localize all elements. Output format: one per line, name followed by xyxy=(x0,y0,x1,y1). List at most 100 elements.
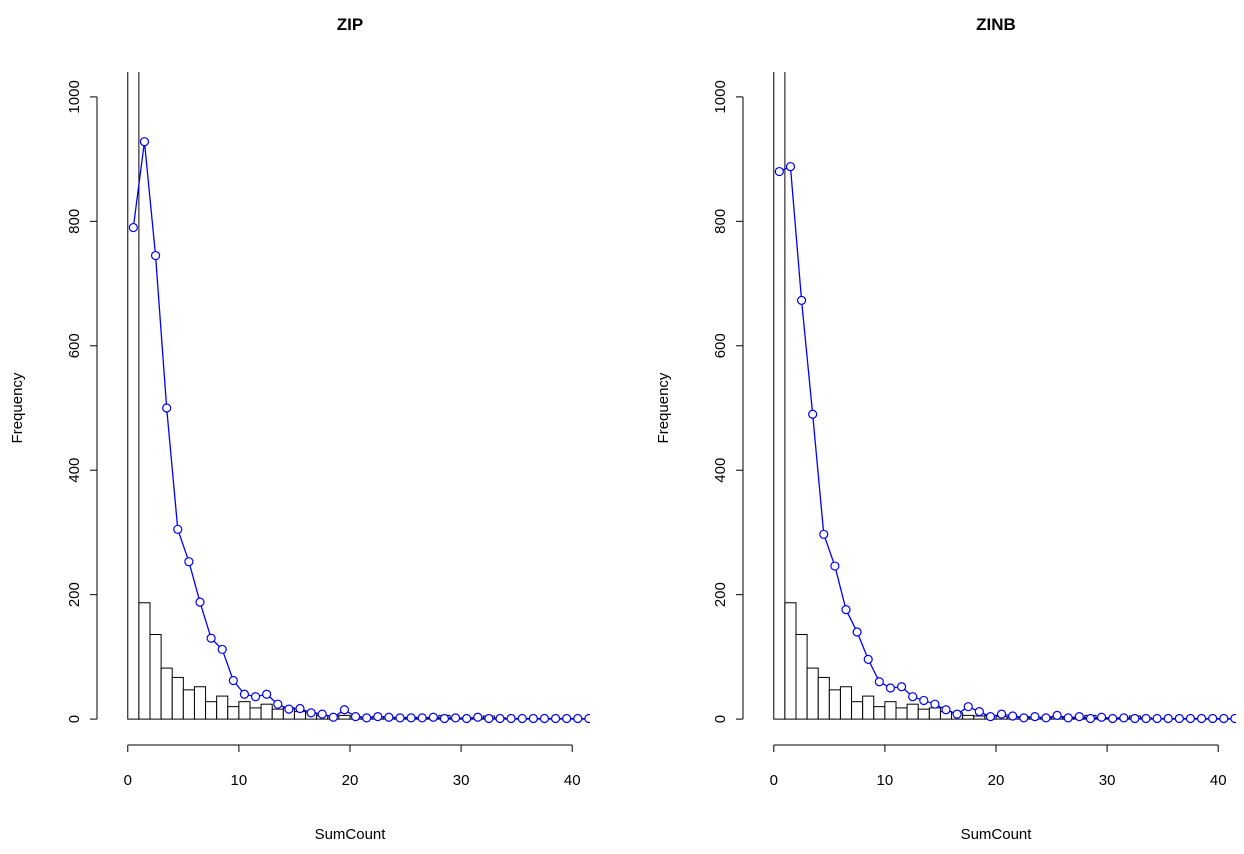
fit-point xyxy=(462,713,472,724)
fit-point xyxy=(173,524,183,534)
fit-point xyxy=(573,713,583,724)
fit-point xyxy=(1141,713,1151,724)
chart-title: ZIP xyxy=(337,15,363,34)
fit-point xyxy=(162,403,172,413)
bar xyxy=(862,695,875,720)
fit-point xyxy=(985,712,996,722)
fit-line xyxy=(132,141,589,720)
x-tick-label: 0 xyxy=(124,772,132,789)
bar xyxy=(227,706,240,720)
fit-point xyxy=(1041,713,1051,723)
y-tick-label: 200 xyxy=(712,582,729,607)
bar xyxy=(149,633,162,720)
fit-point xyxy=(1119,713,1129,723)
x-tick-label: 30 xyxy=(1099,772,1116,789)
bar xyxy=(928,707,941,720)
fit-point xyxy=(506,713,516,724)
bar xyxy=(784,602,797,720)
fit-point xyxy=(819,529,829,539)
fit-point xyxy=(1185,713,1196,724)
x-tick-label: 20 xyxy=(988,772,1005,789)
fit-point xyxy=(239,689,250,699)
chart-title: ZINB xyxy=(976,15,1016,34)
fit-point xyxy=(974,707,984,717)
fit-point xyxy=(550,713,561,724)
fit-point xyxy=(206,633,216,643)
fit-point xyxy=(896,682,907,692)
fit-point xyxy=(930,699,940,709)
bar xyxy=(193,686,207,720)
x-tick-label: 10 xyxy=(877,772,894,789)
y-axis-label: Frequency xyxy=(9,372,26,443)
fit-point xyxy=(517,713,527,724)
bar xyxy=(160,667,173,720)
fit-point xyxy=(473,712,483,722)
bar xyxy=(271,708,284,720)
fit-point xyxy=(584,713,590,724)
fit-point xyxy=(328,712,338,722)
bar xyxy=(338,714,351,720)
y-tick-label: 800 xyxy=(66,209,83,234)
y-tick-label: 1000 xyxy=(712,80,729,113)
fit-point xyxy=(539,713,550,724)
fit-point xyxy=(128,222,138,233)
bar xyxy=(260,703,273,720)
y-tick-label: 0 xyxy=(712,715,729,723)
bar xyxy=(795,633,808,720)
fit-point xyxy=(1096,712,1107,722)
fit-point xyxy=(217,644,227,655)
bar xyxy=(962,714,975,720)
fit-point xyxy=(306,708,316,718)
fit-point xyxy=(919,695,929,706)
bar xyxy=(873,706,886,720)
bar xyxy=(205,701,218,720)
fit-point xyxy=(885,683,896,693)
bar xyxy=(895,707,908,720)
fit-point xyxy=(1030,712,1040,722)
y-tick-label: 800 xyxy=(712,209,729,234)
fit-point xyxy=(528,713,538,724)
fit-point xyxy=(495,713,505,724)
fit-point xyxy=(963,702,973,712)
fit-point xyxy=(273,699,283,709)
fit-point xyxy=(262,689,272,699)
fit-point xyxy=(1230,713,1236,724)
bar xyxy=(182,689,195,720)
fit-point xyxy=(863,654,873,664)
y-tick-label: 1000 xyxy=(66,80,83,113)
y-tick-label: 400 xyxy=(66,458,83,483)
fit-point xyxy=(450,713,461,723)
y-tick-label: 600 xyxy=(712,333,729,358)
fit-point xyxy=(1019,713,1029,723)
y-axis-label: Frequency xyxy=(655,372,672,443)
x-tick-label: 10 xyxy=(231,772,248,789)
y-tick-label: 0 xyxy=(66,715,83,723)
fit-point xyxy=(941,705,951,715)
fit-point xyxy=(785,161,796,172)
fit-point xyxy=(417,713,427,723)
fit-point xyxy=(362,713,372,723)
fit-point xyxy=(1163,713,1173,724)
fit-point xyxy=(841,604,851,615)
fit-point xyxy=(428,712,438,722)
x-axis-label: SumCount xyxy=(315,826,387,843)
x-tick-label: 30 xyxy=(453,772,470,789)
fit-point xyxy=(1152,713,1162,724)
fit-point xyxy=(250,692,261,702)
fit-point xyxy=(139,137,150,147)
fit-point xyxy=(1196,713,1207,724)
fit-point xyxy=(317,709,327,719)
bar xyxy=(773,72,786,720)
fit-point xyxy=(1008,711,1018,721)
fit-point xyxy=(952,709,962,719)
bar xyxy=(249,707,262,720)
bar xyxy=(884,701,897,720)
bar xyxy=(238,701,251,720)
bar xyxy=(973,715,986,720)
bar xyxy=(216,695,229,720)
bar xyxy=(839,686,853,720)
fit-point xyxy=(852,627,862,637)
fit-point xyxy=(195,597,205,607)
fit-point xyxy=(908,692,918,702)
bar xyxy=(817,676,830,720)
